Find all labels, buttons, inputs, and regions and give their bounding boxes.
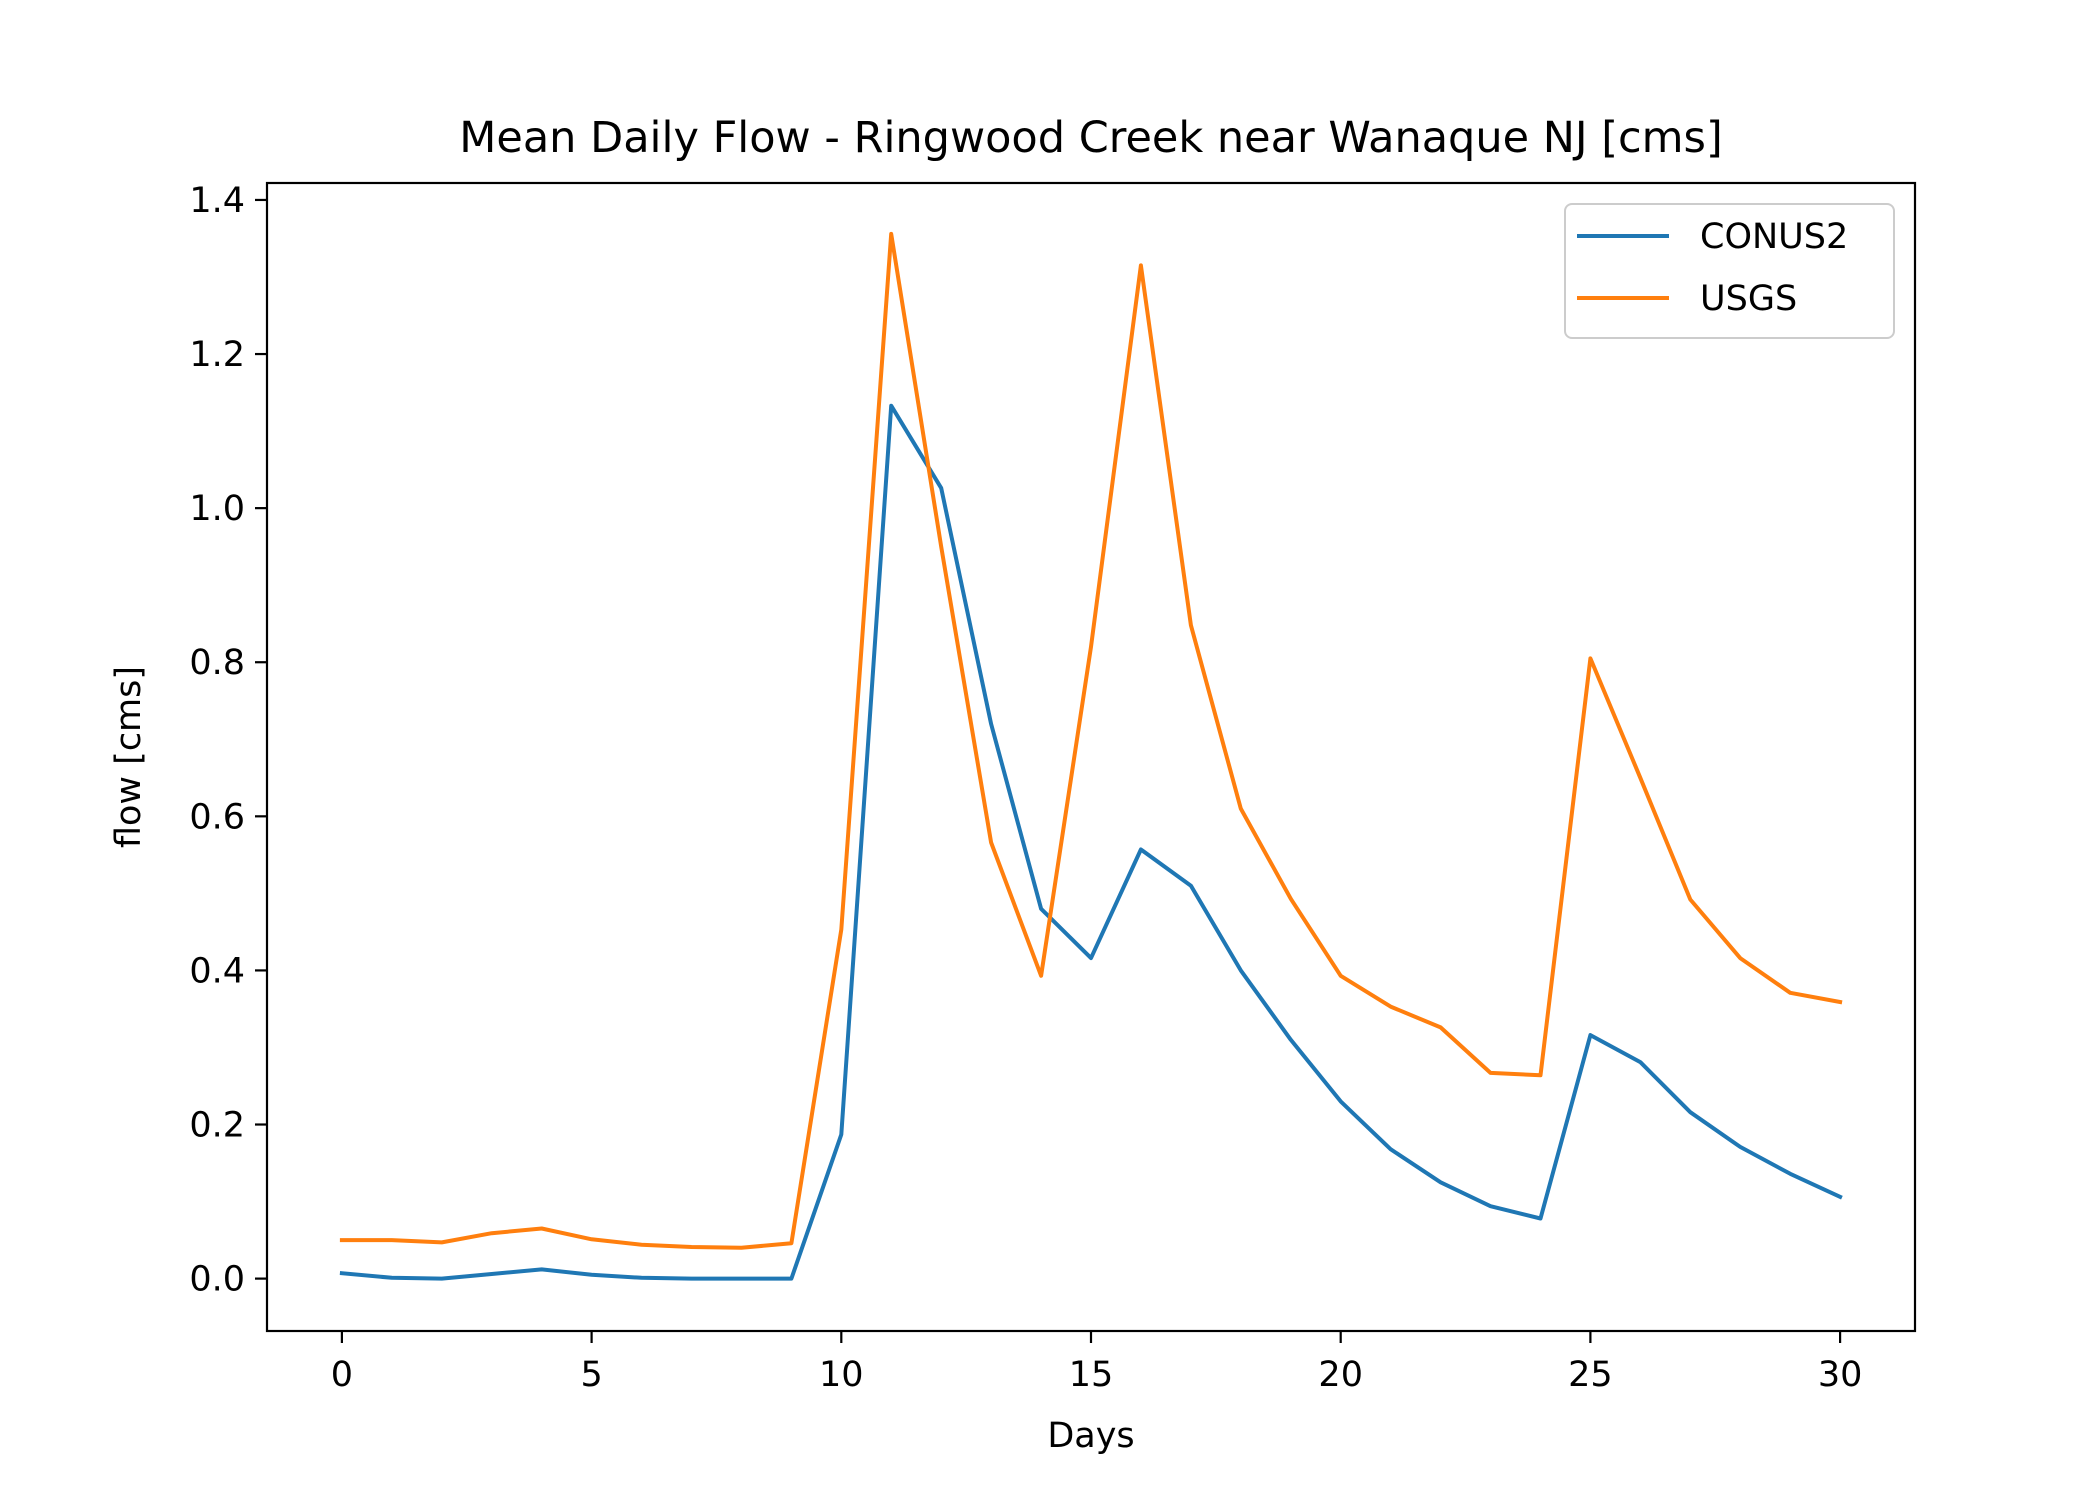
plot-area: 0 5 10 15 20 25 30 0.0 0.2 0.4 0.6 0.8 1.0 1.2 1.4 xyxy=(189,181,1917,1395)
x-tick-label: 30 xyxy=(1818,1355,1863,1395)
y-tick-label: 1.0 xyxy=(189,489,245,529)
y-tick-label: 0.2 xyxy=(189,1106,245,1146)
legend-label-usgs: USGS xyxy=(1700,279,1797,319)
legend-items: CONUS2 USGS xyxy=(1577,217,1848,319)
x-axis-label: Days xyxy=(1047,1416,1134,1456)
chart-title: Mean Daily Flow - Ringwood Creek near Wa… xyxy=(459,113,1722,163)
series-line-usgs xyxy=(339,231,1843,1250)
x-tick-label: 15 xyxy=(1069,1355,1114,1395)
x-axis: 0 5 10 15 20 25 30 xyxy=(331,1331,1863,1395)
y-tick-label: 0.0 xyxy=(189,1260,245,1300)
y-tick-label: 1.2 xyxy=(189,335,245,375)
y-tick-label: 0.6 xyxy=(189,797,245,837)
y-axis: 0.0 0.2 0.4 0.6 0.8 1.0 1.2 1.4 xyxy=(189,181,267,1300)
legend: CONUS2 USGS xyxy=(1564,203,1895,339)
x-tick-label: 10 xyxy=(819,1355,864,1395)
x-tick-label: 25 xyxy=(1568,1355,1613,1395)
x-tick-label: 20 xyxy=(1318,1355,1363,1395)
x-tick-label: 0 xyxy=(331,1355,353,1395)
y-tick-label: 1.4 xyxy=(189,181,245,221)
legend-label-conus2: CONUS2 xyxy=(1700,217,1848,257)
y-tick-label: 0.8 xyxy=(189,643,245,683)
series-lines xyxy=(339,231,1843,1281)
y-axis-label: flow [cms] xyxy=(109,666,149,848)
x-tick-label: 5 xyxy=(580,1355,602,1395)
y-tick-label: 0.4 xyxy=(189,951,245,991)
series-line-conus2 xyxy=(339,403,1843,1281)
